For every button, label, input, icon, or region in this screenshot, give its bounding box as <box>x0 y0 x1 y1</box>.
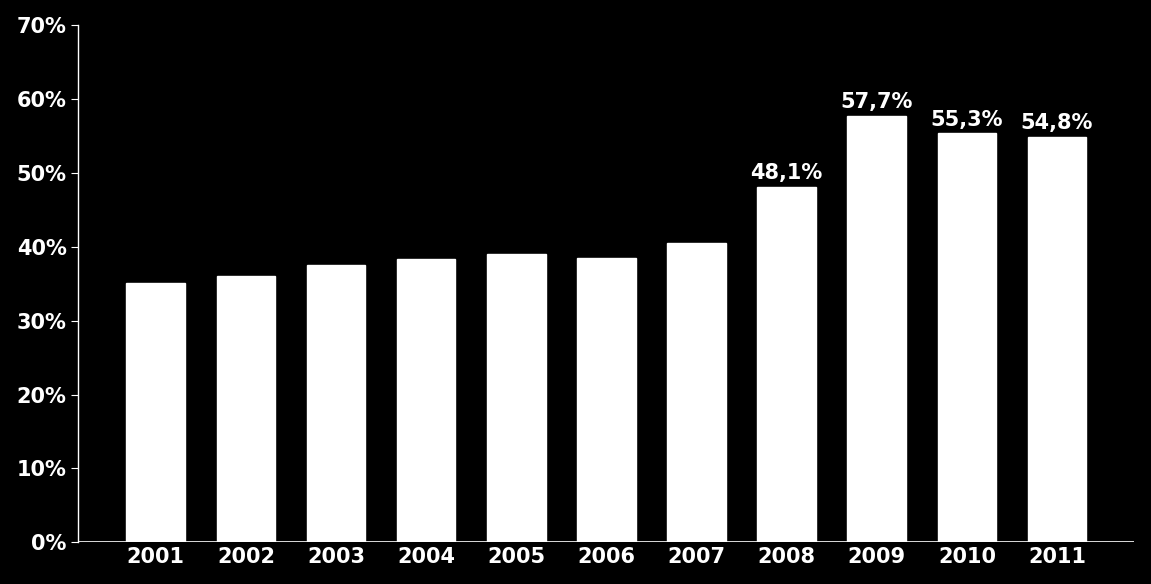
Bar <box>127 283 185 543</box>
Text: 55,3%: 55,3% <box>931 110 1004 130</box>
Bar <box>1028 137 1087 543</box>
Bar <box>938 133 997 543</box>
Bar <box>847 116 906 543</box>
Bar <box>668 243 726 543</box>
Bar <box>487 254 546 543</box>
Text: 54,8%: 54,8% <box>1021 113 1093 133</box>
Bar <box>306 265 365 543</box>
Bar <box>757 187 816 543</box>
Bar <box>577 258 635 543</box>
Text: 57,7%: 57,7% <box>840 92 913 112</box>
Bar <box>397 259 456 543</box>
Bar <box>216 276 275 543</box>
Text: 48,1%: 48,1% <box>750 163 823 183</box>
